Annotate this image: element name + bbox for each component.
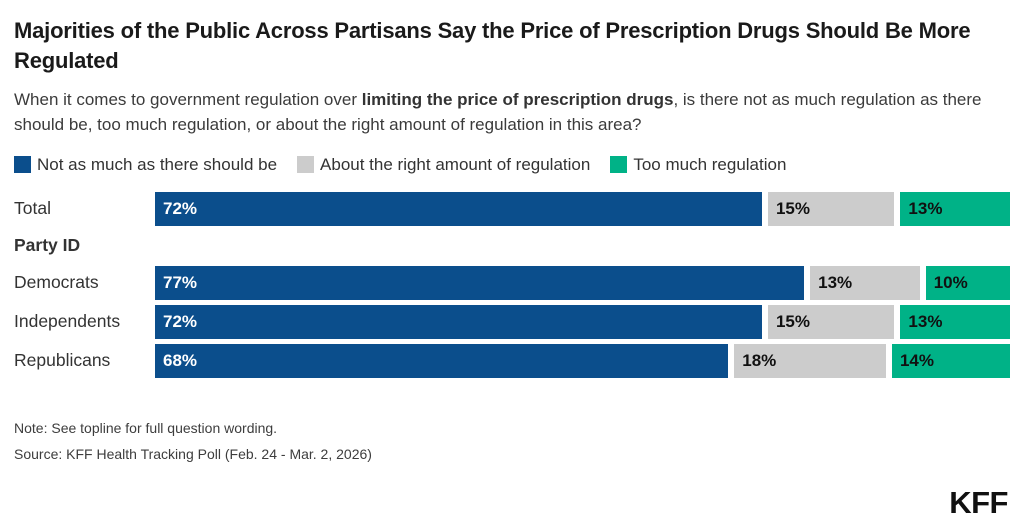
legend-label: About the right amount of regulation xyxy=(320,154,591,174)
bar-row-total: Total 72% 15% 13% xyxy=(14,191,1010,226)
question-text-suffix: , is there not as much regulation as the… xyxy=(14,89,982,135)
bar-segment-not-as-much: 72% xyxy=(155,304,762,339)
bar-value-label: 13% xyxy=(818,272,853,292)
row-label: Republicans xyxy=(14,350,111,371)
legend-swatch-blue-icon xyxy=(14,156,31,174)
bar-track: 68% 18% 14% xyxy=(155,343,1010,378)
chart-legend: Not as much as there should be About the… xyxy=(14,155,1010,175)
row-label: Democrats xyxy=(14,272,99,293)
legend-item-right-amount: About the right amount of regulation xyxy=(297,155,590,175)
bar-row-democrats: Democrats 77% 13% 10% xyxy=(14,265,1010,300)
legend-swatch-green-icon xyxy=(610,156,628,174)
bar-value-label: 18% xyxy=(742,350,777,370)
bar-segment-not-as-much: 72% xyxy=(155,191,762,226)
bar-value-label: 14% xyxy=(899,350,934,370)
footer-note: Note: See topline for full question word… xyxy=(14,419,278,436)
bar-value-label: 68% xyxy=(163,350,198,370)
bar-value-label: 10% xyxy=(933,272,968,292)
bar-track: 72% 15% 13% xyxy=(155,304,1010,339)
bar-segment-right-amount: 15% xyxy=(767,191,895,226)
bar-track: 77% 13% 10% xyxy=(155,265,1010,300)
bar-value-label: 72% xyxy=(163,198,198,218)
bar-value-label: 77% xyxy=(163,272,198,292)
stacked-bar-chart: Total 72% 15% 13% Party ID Democrats 77%… xyxy=(14,191,1010,378)
footer: Note: See topline for full question word… xyxy=(14,420,1010,462)
bar-segment-too-much: 13% xyxy=(900,304,1010,339)
bar-segment-too-much: 14% xyxy=(891,343,1010,378)
bar-value-label: 15% xyxy=(775,198,810,218)
question-text: When it comes to government regulation o… xyxy=(14,87,1004,138)
kff-logo: KFF xyxy=(949,485,1008,520)
bar-row-republicans: Republicans 68% 18% 14% xyxy=(14,343,1010,378)
chart-card: Majorities of the Public Across Partisan… xyxy=(14,18,1010,462)
bar-row-independents: Independents 72% 15% 13% xyxy=(14,304,1010,339)
bar-track: 72% 15% 13% xyxy=(155,191,1010,226)
bar-segment-right-amount: 15% xyxy=(767,304,895,339)
footer-source: Source: KFF Health Tracking Poll (Feb. 2… xyxy=(14,445,372,462)
bar-segment-right-amount: 18% xyxy=(734,343,886,378)
group-header-party-id: Party ID xyxy=(14,234,81,255)
row-label: Total xyxy=(14,198,51,219)
bar-segment-not-as-much: 77% xyxy=(155,265,805,300)
legend-label: Too much regulation xyxy=(633,154,787,174)
bar-value-label: 13% xyxy=(908,198,943,218)
question-text-prefix: When it comes to government regulation o… xyxy=(14,89,362,109)
question-text-emphasis: limiting the price of prescription drugs xyxy=(361,89,674,109)
legend-label: Not as much as there should be xyxy=(37,154,278,174)
page-title: Majorities of the Public Across Partisan… xyxy=(14,18,971,74)
legend-swatch-gray-icon xyxy=(297,156,315,174)
bar-segment-too-much: 13% xyxy=(900,191,1010,226)
bar-value-label: 15% xyxy=(775,311,810,331)
bar-segment-too-much: 10% xyxy=(925,265,1010,300)
row-label: Independents xyxy=(14,311,121,332)
legend-item-not-as-much: Not as much as there should be xyxy=(14,155,277,175)
legend-item-too-much: Too much regulation xyxy=(610,155,786,175)
bar-segment-not-as-much: 68% xyxy=(155,343,729,378)
bar-value-label: 72% xyxy=(163,311,198,331)
bar-value-label: 13% xyxy=(908,311,943,331)
bar-segment-right-amount: 13% xyxy=(810,265,920,300)
